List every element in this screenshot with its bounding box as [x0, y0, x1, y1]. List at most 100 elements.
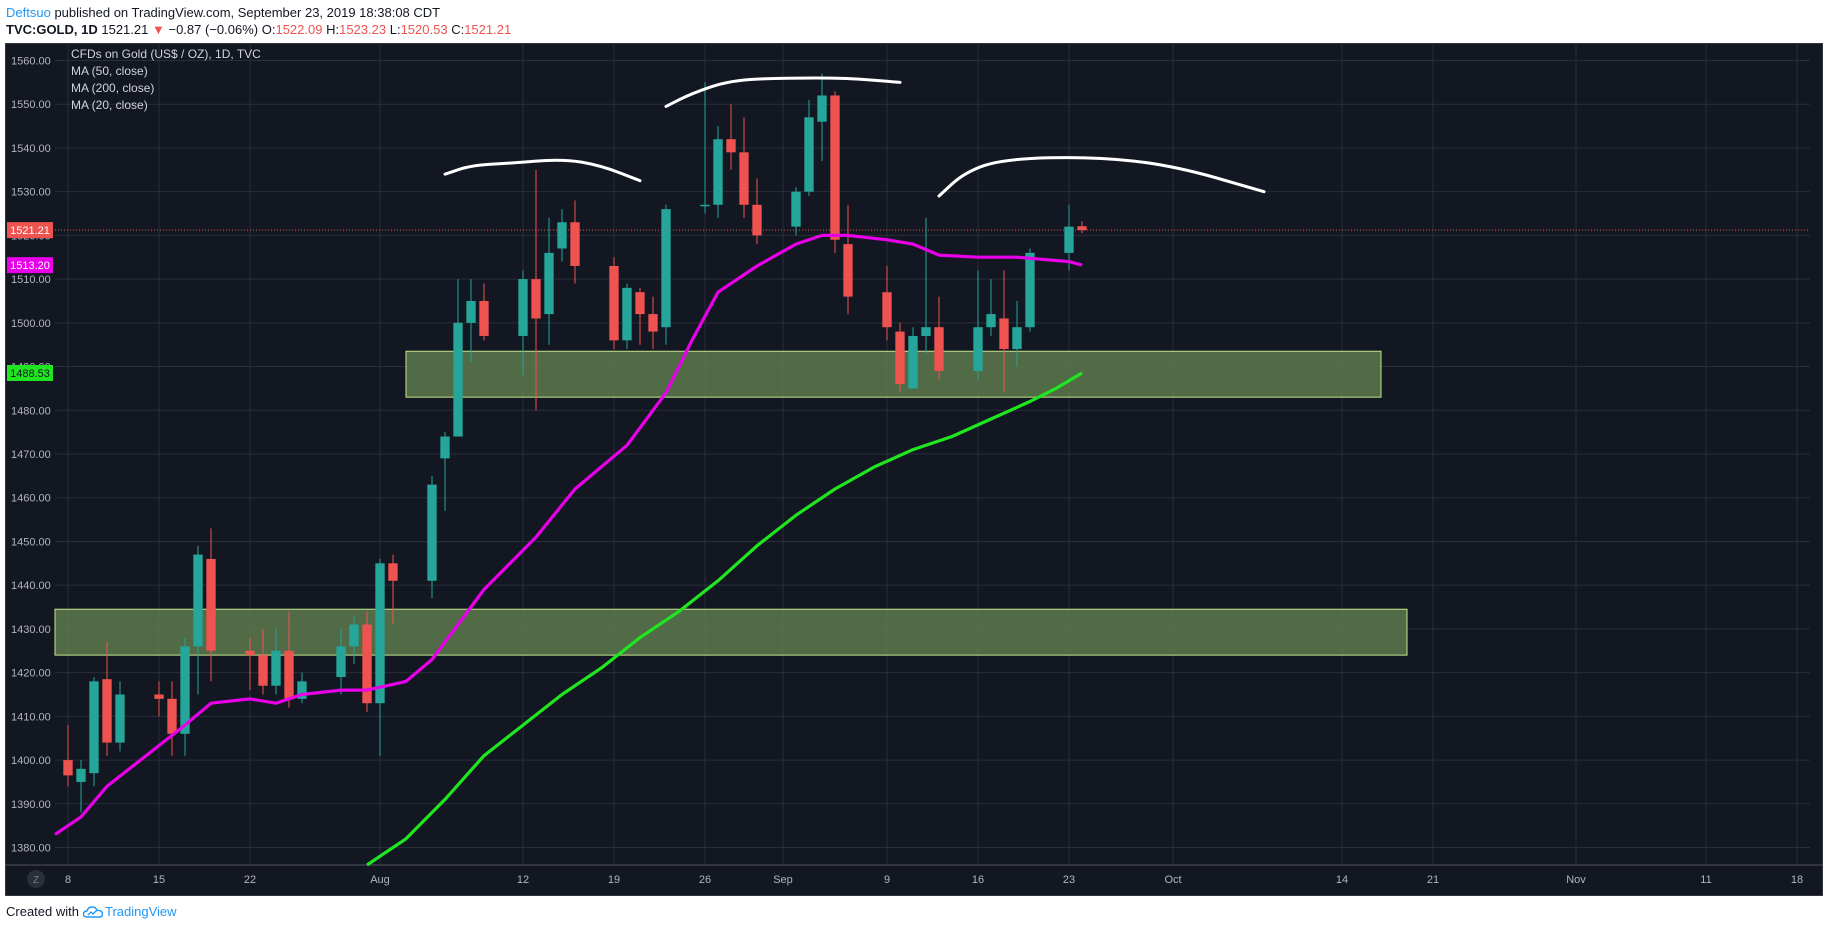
published-text: published on TradingView.com, September … — [54, 5, 441, 20]
y-tick-label: 1500.00 — [11, 318, 51, 330]
candle-body — [622, 287, 632, 341]
candle-body — [284, 650, 294, 699]
cloud-logo-icon — [82, 905, 103, 918]
author-link[interactable]: Deftsuo — [6, 5, 51, 20]
candle-body — [76, 768, 86, 782]
candle-body — [440, 436, 450, 459]
x-tick-label: 16 — [972, 874, 984, 886]
high-label: H: — [326, 22, 340, 37]
y-tick-label: 1410.00 — [11, 711, 51, 723]
price-tag — [7, 257, 53, 274]
candle-body — [245, 650, 255, 656]
change-arrow: ▼ — [151, 22, 165, 37]
x-tick-label: 11 — [1700, 874, 1711, 886]
y-tick-label: 1440.00 — [11, 580, 51, 592]
y-tick-label: 1540.00 — [11, 143, 51, 155]
ma50-line — [54, 233, 1083, 836]
candle-body — [1077, 226, 1087, 231]
candle-body — [258, 655, 268, 686]
candle-body — [635, 292, 645, 315]
candle-body — [453, 322, 463, 437]
price-tag-label: 1521.21 — [10, 225, 50, 237]
y-tick-label: 1560.00 — [11, 55, 51, 67]
candle-body — [362, 624, 372, 704]
candle-body — [908, 335, 918, 389]
annotations — [443, 76, 1266, 198]
candle-body — [544, 252, 554, 315]
candle-body — [297, 681, 307, 699]
candle-body — [466, 300, 476, 323]
candle-body — [336, 646, 346, 677]
candle-body — [388, 563, 398, 581]
candle-body — [934, 327, 944, 371]
annotation-curve — [664, 76, 902, 108]
y-tick-label: 1420.00 — [11, 668, 51, 680]
candle-body — [804, 117, 814, 192]
last-price: 1521.21 — [101, 22, 149, 37]
y-tick-label: 1470.00 — [11, 449, 51, 461]
candle-body — [1012, 327, 1022, 350]
support-zone — [54, 608, 1408, 656]
annotation-curve — [937, 156, 1266, 198]
candle-body — [648, 314, 658, 332]
candle-body — [882, 292, 892, 328]
candle-body — [843, 244, 853, 297]
candle-body — [999, 318, 1009, 350]
x-tick-label: Nov — [1566, 874, 1586, 886]
candle-body — [739, 152, 749, 205]
x-tick-label: Aug — [370, 874, 390, 886]
low-label: L: — [389, 22, 401, 37]
x-tick-label: 12 — [517, 874, 529, 886]
candle-body — [1025, 252, 1035, 328]
x-tick-label: 23 — [1063, 874, 1075, 886]
candle-body — [557, 222, 567, 249]
candle-body — [375, 563, 385, 704]
candle-body — [115, 694, 125, 743]
y-tick-label: 1480.00 — [11, 405, 51, 417]
legend-entry: MA (50, close) — [71, 64, 148, 78]
y-tick-label: 1530.00 — [11, 187, 51, 199]
candle-body — [752, 204, 762, 236]
candle-body — [973, 327, 983, 371]
candle-body — [154, 694, 164, 699]
open-label: O: — [261, 22, 276, 37]
legend: CFDs on Gold (US$ / OZ), 1D, TVC MA (50, … — [71, 47, 261, 112]
created-with-text: Created with — [6, 904, 79, 919]
y-tick-label: 1460.00 — [11, 493, 51, 505]
y-tick-label: 1430.00 — [11, 624, 51, 636]
candle-body — [349, 624, 359, 647]
tradingview-brand: TradingView — [104, 904, 177, 919]
timezone-glyph: Z — [33, 875, 39, 886]
price-tag — [7, 364, 53, 381]
candle-body — [661, 209, 671, 328]
y-tick-label: 1390.00 — [11, 799, 51, 811]
x-tick-label: 21 — [1427, 874, 1439, 886]
tradingview-brand-link[interactable]: TradingView — [82, 904, 177, 919]
candle-body — [986, 314, 996, 328]
footer: Created with TradingView — [6, 904, 177, 919]
y-tick-label: 1450.00 — [11, 536, 51, 548]
x-tick-label: 14 — [1336, 874, 1348, 886]
candle-body — [713, 139, 723, 205]
high-value: 1523.23 — [339, 22, 387, 37]
price-chart[interactable]: 1380.00 1390.00 1400.00 1410.00 1420.00 1430.… — [5, 43, 1823, 896]
timezone-button — [27, 870, 45, 888]
candle-body — [167, 698, 177, 734]
candle-body — [700, 204, 710, 207]
candle-body — [479, 300, 489, 336]
candle-body — [726, 139, 736, 153]
candle-body — [817, 95, 827, 122]
candle-body — [531, 279, 541, 319]
close-value: 1521.21 — [464, 22, 512, 37]
candle-body — [791, 191, 801, 227]
candle-body — [570, 222, 580, 266]
candle-body — [180, 646, 190, 734]
y-tick-label: 1510.00 — [11, 274, 51, 286]
candle-body — [830, 95, 840, 240]
x-tick-label: Sep — [773, 874, 793, 886]
price-tag-label: 1488.53 — [10, 368, 50, 380]
candle-body — [921, 327, 931, 336]
price-tag-label: 1513.20 — [10, 260, 50, 272]
candle-body — [609, 265, 619, 341]
candle-body — [206, 558, 216, 651]
